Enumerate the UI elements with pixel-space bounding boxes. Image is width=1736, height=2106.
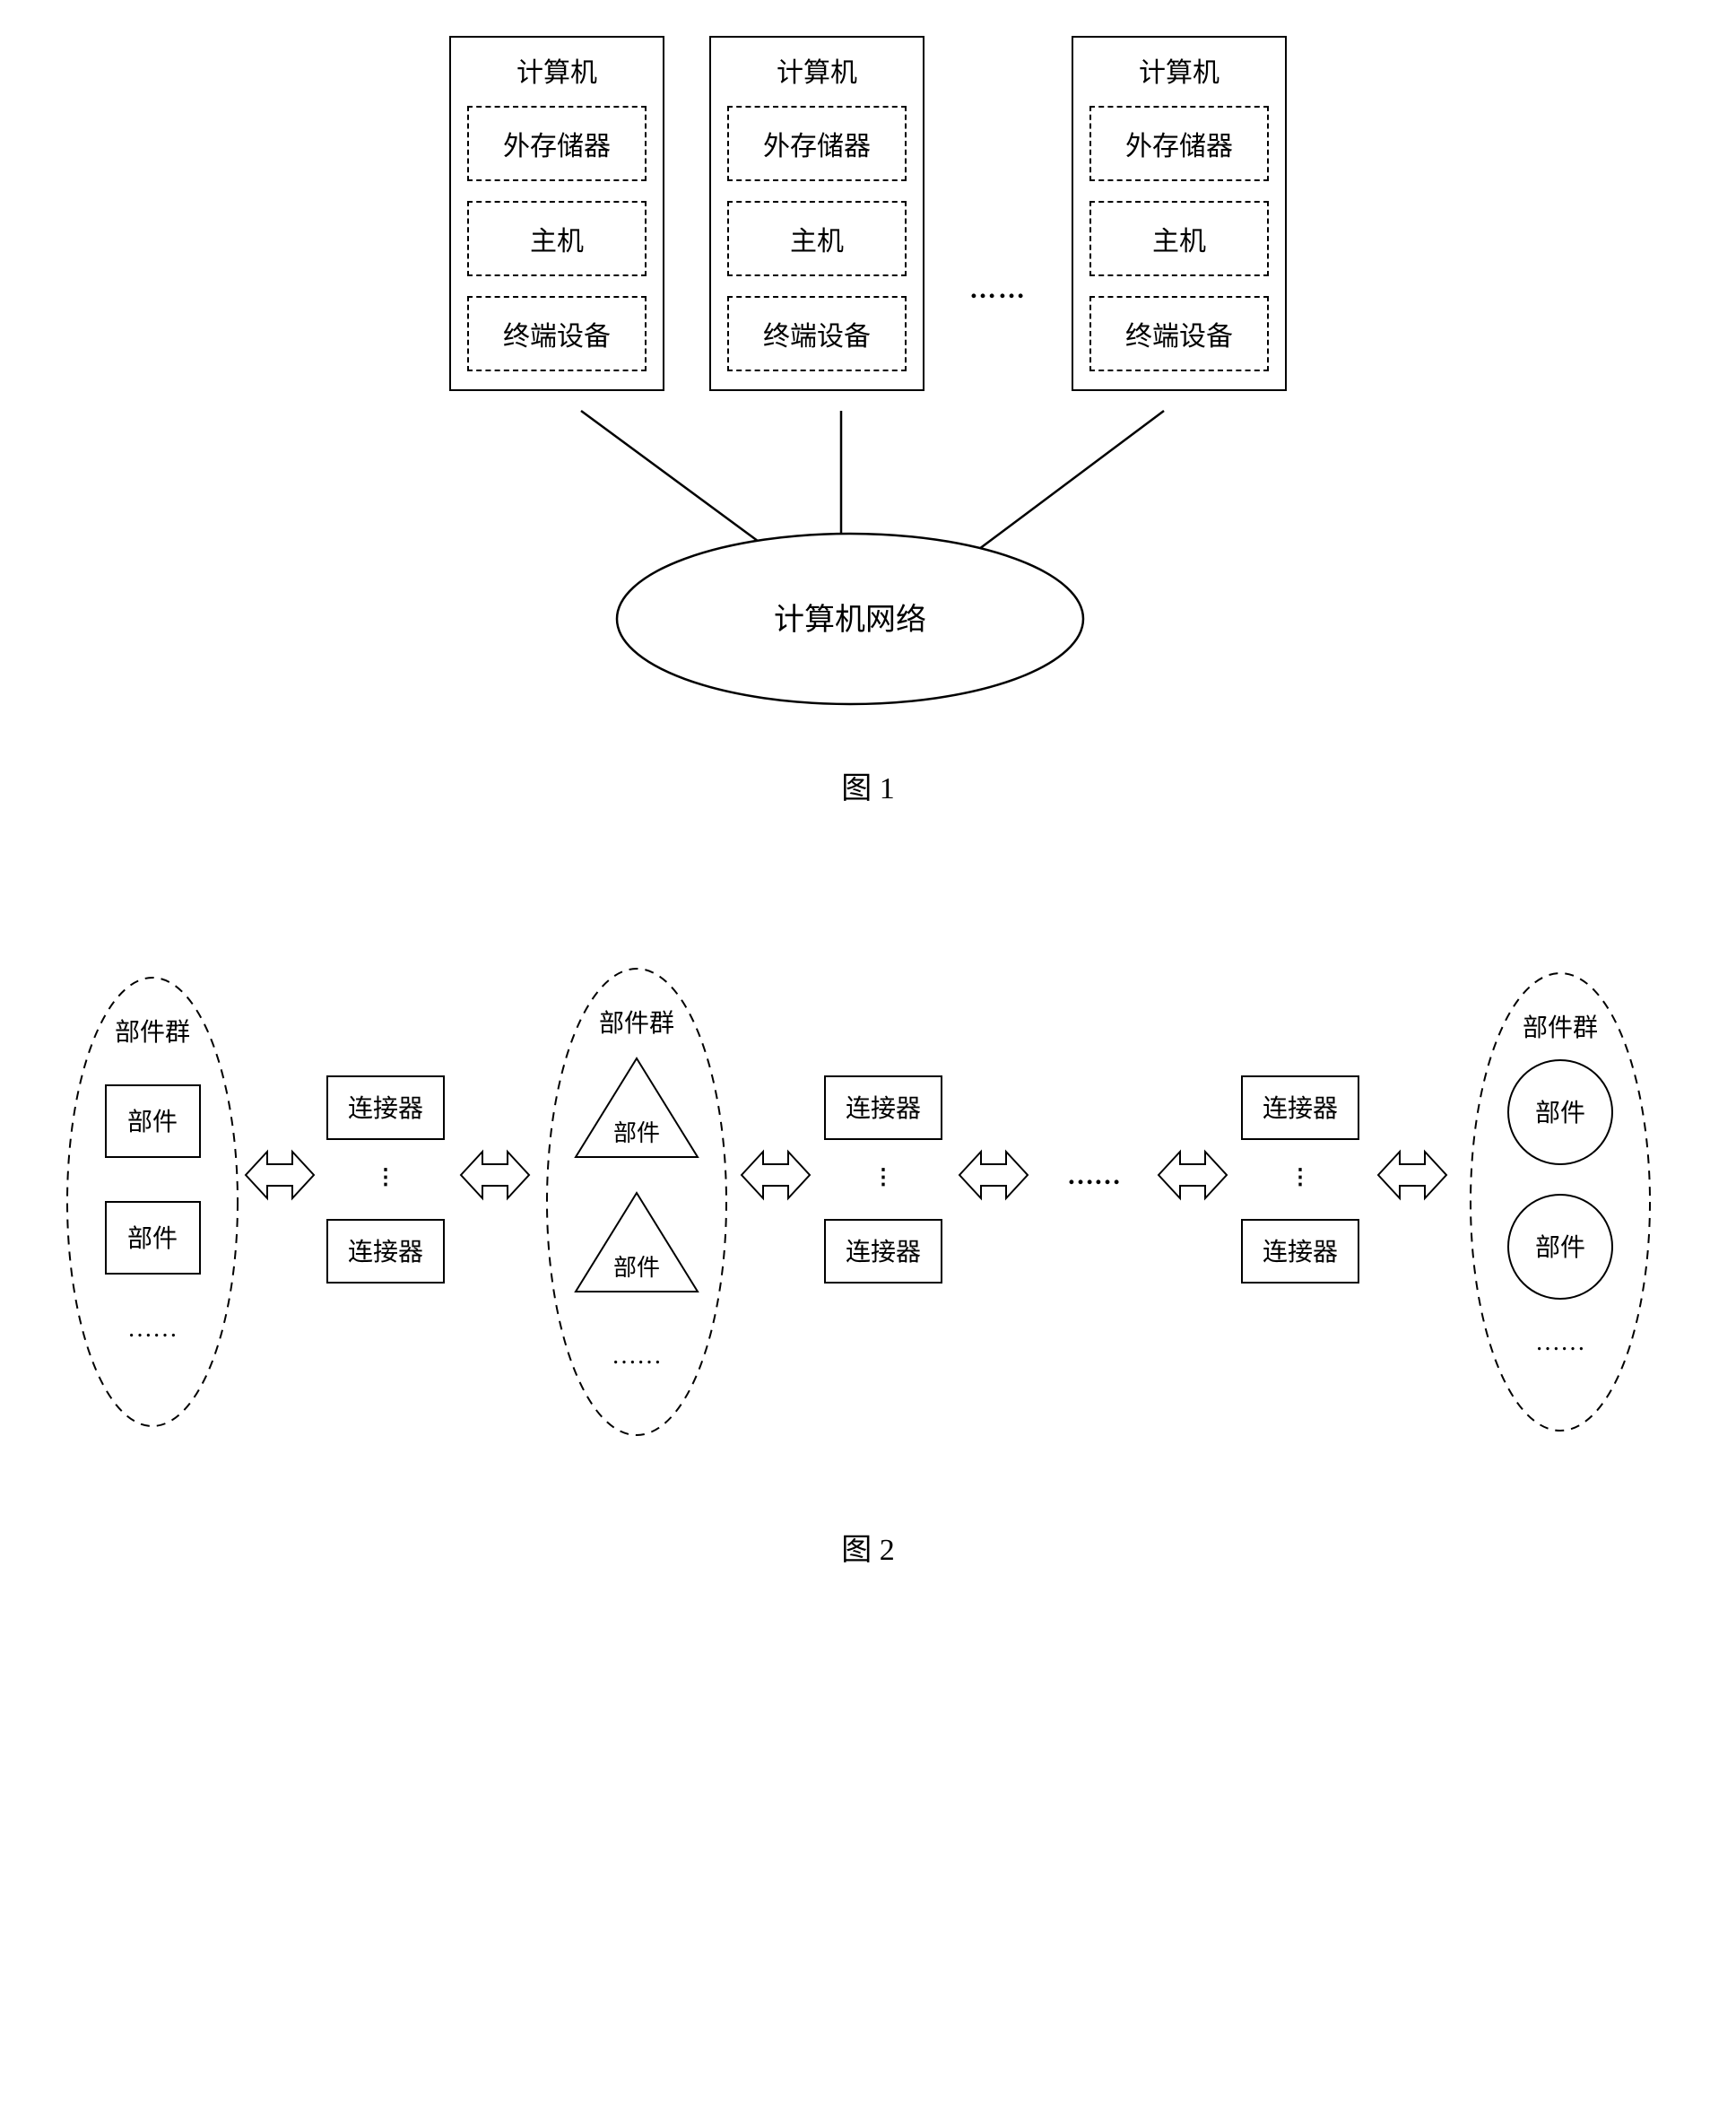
double-arrow xyxy=(742,1152,810,1198)
component-label: 部件 xyxy=(613,1120,660,1146)
computer-box: 计算机 外存储器 主机 终端设备 xyxy=(449,36,664,391)
figure-1: 计算机 外存储器 主机 终端设备 计算机 外存储器 主机 终端设备 …… 计算机… xyxy=(330,36,1406,798)
figure-2: 部件群 部件 部件 …… 连接器 ⋮ 连接器 部件群 xyxy=(18,906,1718,1588)
double-arrow xyxy=(1378,1152,1446,1198)
connector-label: 连接器 xyxy=(348,1094,423,1123)
component-label: 部件 xyxy=(1535,1099,1585,1127)
component-label: 部件 xyxy=(1535,1233,1585,1262)
fig2-caption: 图 2 xyxy=(18,1525,1718,1569)
host-box: 主机 xyxy=(727,201,907,276)
storage-box: 外存储器 xyxy=(1089,106,1269,181)
component-label: 部件 xyxy=(127,1224,178,1253)
ellipsis: …… xyxy=(969,274,1027,305)
computer-title: 计算机 xyxy=(1089,50,1269,90)
computers-row: 计算机 外存储器 主机 终端设备 计算机 外存储器 主机 终端设备 …… 计算机… xyxy=(330,36,1406,391)
storage-box: 外存储器 xyxy=(727,106,907,181)
terminal-box: 终端设备 xyxy=(1089,296,1269,371)
vdots: ⋮ xyxy=(1289,1166,1311,1189)
terminal-box: 终端设备 xyxy=(727,296,907,371)
host-box: 主机 xyxy=(1089,201,1269,276)
ellipsis: …… xyxy=(127,1315,178,1343)
component-label: 部件 xyxy=(613,1255,660,1281)
vdots: ⋮ xyxy=(872,1166,894,1189)
component-label: 部件 xyxy=(127,1108,178,1136)
computer-box: 计算机 外存储器 主机 终端设备 xyxy=(1072,36,1287,391)
ellipsis: …… xyxy=(612,1342,662,1370)
connector-label: 连接器 xyxy=(1263,1238,1338,1266)
host-box: 主机 xyxy=(467,201,647,276)
ellipsis: …… xyxy=(1535,1328,1585,1356)
connector-label: 连接器 xyxy=(348,1238,423,1266)
fig1-caption: 图 1 xyxy=(330,763,1406,807)
group-label: 部件群 xyxy=(599,1009,674,1038)
vdots: ⋮ xyxy=(375,1166,396,1189)
double-arrow xyxy=(461,1152,529,1198)
connector-label: 连接器 xyxy=(846,1238,921,1266)
group-label: 部件群 xyxy=(115,1018,190,1047)
double-arrow xyxy=(246,1152,314,1198)
storage-box: 外存储器 xyxy=(467,106,647,181)
double-arrow xyxy=(1159,1152,1227,1198)
ellipsis: …… xyxy=(1067,1161,1121,1190)
connector-label: 连接器 xyxy=(1263,1094,1338,1123)
computer-title: 计算机 xyxy=(467,50,647,90)
fig2-svg: 部件群 部件 部件 …… 连接器 ⋮ 连接器 部件群 xyxy=(18,906,1718,1498)
group-label: 部件群 xyxy=(1523,1014,1598,1042)
double-arrow xyxy=(959,1152,1028,1198)
computer-box: 计算机 外存储器 主机 终端设备 xyxy=(709,36,924,391)
terminal-box: 终端设备 xyxy=(467,296,647,371)
computer-title: 计算机 xyxy=(727,50,907,90)
connector-label: 连接器 xyxy=(846,1094,921,1123)
network-label: 计算机网络 xyxy=(774,603,926,637)
